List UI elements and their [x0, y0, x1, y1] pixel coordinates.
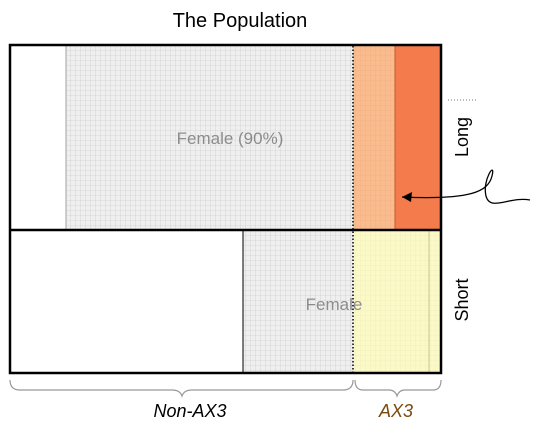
ax3-short-region	[353, 230, 441, 373]
arrow-head-icon	[402, 192, 412, 202]
non-ax3-brace	[9, 379, 354, 398]
population-frame	[8, 43, 443, 375]
short-female-region	[243, 230, 353, 373]
ax3-long-light-region	[353, 45, 395, 230]
long-label: Long	[452, 117, 472, 157]
long-female-label: Female (90%)	[177, 129, 284, 148]
short-label: Short	[452, 278, 472, 321]
short-female-label: Female	[306, 295, 363, 314]
ax3-brace	[354, 379, 442, 398]
squiggle-arrow	[401, 169, 531, 204]
non-ax3-label: Non-AX3	[153, 401, 226, 421]
diagram-title: The Population	[173, 10, 308, 32]
ax3-label: AX3	[378, 401, 413, 421]
ax3-long-dark-region	[394, 44, 442, 231]
long-female-region	[66, 45, 353, 230]
